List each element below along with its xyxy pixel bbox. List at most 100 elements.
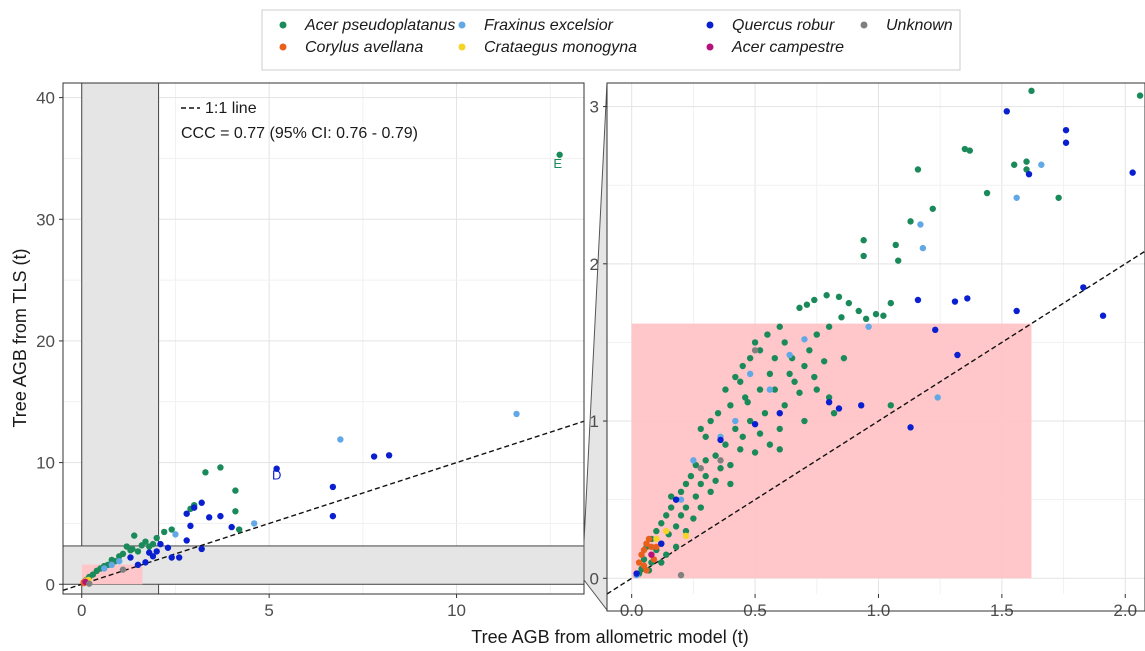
full-point (142, 559, 149, 566)
zoom-point (862, 315, 870, 323)
zoom-point (1023, 158, 1030, 165)
legend-swatch (706, 43, 714, 51)
full-y-tick-label: 10 (36, 454, 55, 473)
zoom-point (813, 386, 820, 393)
zoom-point (929, 205, 936, 212)
zoom-point (1025, 170, 1033, 178)
zoom-point (672, 523, 680, 530)
full-point (556, 151, 563, 158)
zoom-point (751, 339, 759, 346)
zoom-point (663, 527, 670, 535)
zoom-point (1023, 166, 1030, 173)
full-point (164, 544, 172, 551)
full-point (329, 483, 337, 491)
zoom-point (964, 295, 971, 302)
zoom-point (732, 425, 739, 433)
zoom-point (771, 354, 779, 362)
zoom-point (1028, 87, 1035, 95)
zoom-point (746, 370, 754, 378)
legend-entry: Fraxinus excelsior (484, 17, 614, 34)
zoom-point (1011, 161, 1018, 168)
zoom-point (796, 304, 803, 312)
full-point (157, 540, 164, 548)
zoom-point (667, 493, 675, 500)
zoom-point (717, 436, 724, 444)
full-point (129, 545, 136, 553)
ccc-annotation: CCC = 0.77 (95% CI: 0.76 - 0.79) (181, 125, 418, 142)
zoom-point (714, 409, 722, 417)
zoom-point (635, 559, 643, 566)
zoom-point (737, 446, 744, 453)
zoom-point (823, 292, 830, 299)
legend-entry: Corylus avellana (305, 39, 423, 56)
zoom-point (653, 535, 660, 543)
full-point (202, 469, 209, 476)
zoom-point (835, 405, 843, 412)
zoom-point (672, 496, 680, 503)
zoom-point (682, 532, 690, 540)
zoom-point (892, 241, 899, 249)
full-point (235, 526, 243, 533)
zoom-point (742, 394, 749, 401)
legend-swatch (458, 21, 466, 29)
zoom-point (692, 461, 700, 469)
full-point (168, 554, 175, 561)
zoom-point (692, 493, 700, 500)
zoom-point (801, 336, 808, 343)
zoom-point (677, 496, 685, 503)
zoom-point (658, 559, 665, 566)
zoom-point (835, 293, 843, 301)
zoom-point (825, 394, 833, 401)
zoom-point (739, 433, 746, 440)
zoom-point (845, 299, 853, 307)
legend-entry: Crataegus monogyna (484, 39, 637, 56)
full-point (175, 554, 183, 561)
zoom-point (739, 362, 746, 370)
zoom-point (707, 417, 714, 425)
zoom-point (966, 147, 973, 154)
legend-swatch (279, 43, 287, 51)
zoom-point (1136, 92, 1144, 99)
legend-swatch (279, 21, 287, 29)
zoom-point (732, 417, 739, 425)
zoom-y-tick-label: 2 (590, 255, 599, 274)
zoom-point (776, 409, 783, 417)
zoom-point (1013, 307, 1020, 315)
zoom-point (658, 520, 665, 527)
full-point (134, 561, 142, 568)
zoom-connector-shape (583, 82, 608, 612)
zoom-point (751, 347, 759, 354)
zoom-connector (583, 82, 608, 612)
full-point (250, 520, 258, 527)
zoom-point (764, 331, 771, 338)
zoom-point (796, 389, 803, 396)
zoom-point (640, 556, 648, 563)
full-point (183, 510, 190, 517)
zoom-point (682, 527, 690, 535)
zoom-point (756, 347, 764, 354)
full-point (108, 561, 115, 568)
full-point (134, 548, 142, 555)
zoom-y-tick-label: 3 (590, 98, 599, 117)
zoom-point (746, 417, 754, 425)
zoom-point (766, 370, 774, 378)
full-point (217, 512, 224, 520)
zoom-point (1062, 139, 1070, 146)
zoom-point (919, 244, 927, 252)
full-point (161, 528, 168, 536)
zoom-point (951, 298, 959, 305)
full-point (205, 514, 213, 521)
zoom-point (766, 386, 774, 393)
zoom-point (653, 543, 660, 551)
full-point (153, 534, 160, 542)
full-point (228, 523, 235, 531)
zoom-point (633, 570, 640, 577)
full-point (385, 452, 393, 459)
zoom-point (1013, 194, 1020, 201)
full-point (217, 464, 224, 471)
full-point (123, 543, 130, 550)
zoom-point (732, 373, 739, 381)
zoom-point (825, 323, 833, 330)
zoom-point (786, 351, 793, 359)
